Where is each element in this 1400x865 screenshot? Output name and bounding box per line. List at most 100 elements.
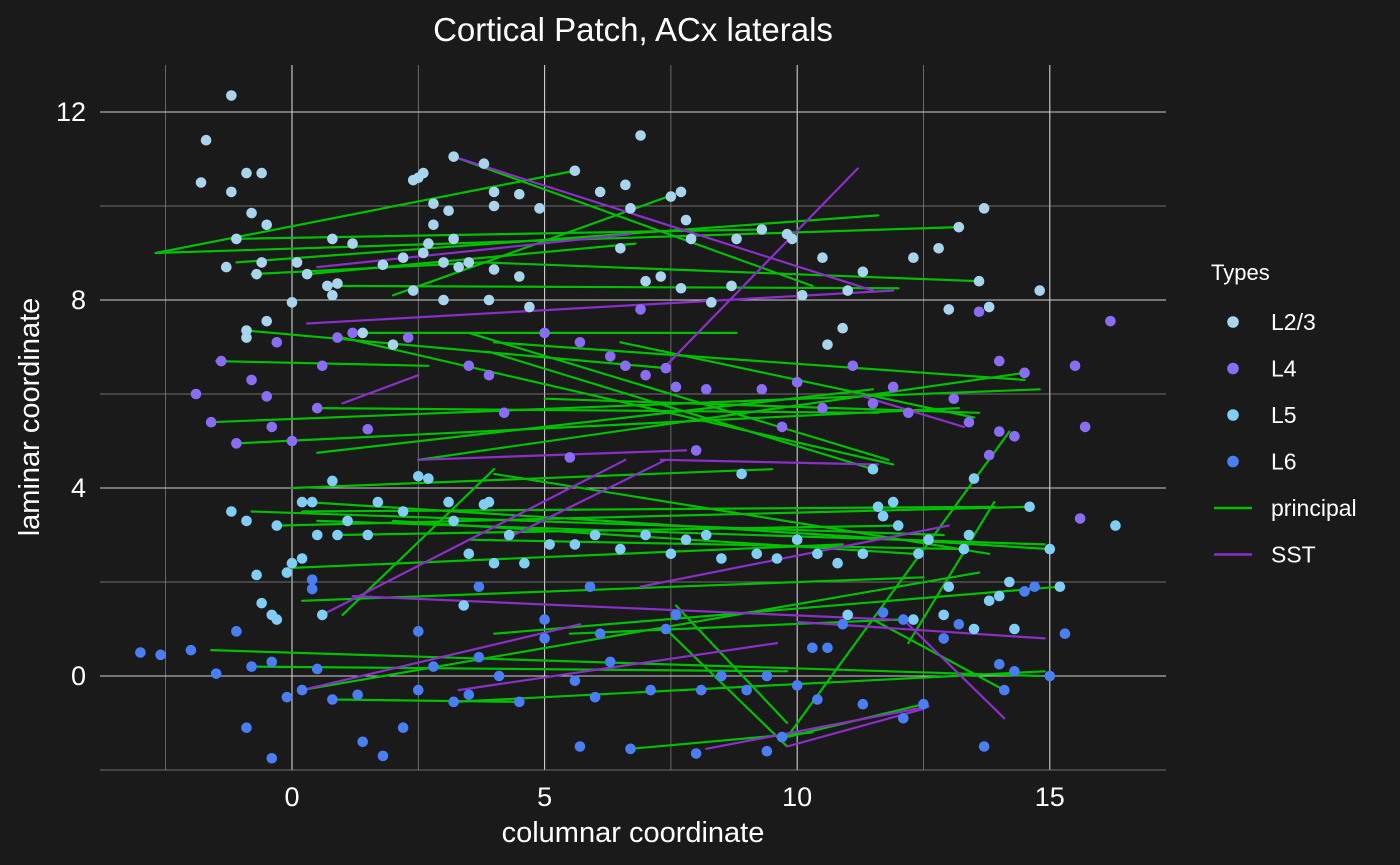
point-l2-3	[620, 179, 631, 191]
point-l5	[993, 590, 1005, 602]
point-l5	[716, 553, 727, 564]
data-points	[135, 90, 1121, 764]
point-l4	[190, 388, 202, 400]
point-l2-3	[438, 294, 449, 306]
point-l6	[690, 748, 702, 759]
point-l2-3	[407, 285, 419, 296]
point-l4	[498, 407, 510, 419]
y-tick-label: 8	[71, 285, 86, 315]
principal-connection	[492, 585, 1062, 635]
point-l6	[266, 752, 278, 764]
point-l6	[311, 663, 323, 675]
point-l6	[377, 750, 389, 762]
principal-connection	[482, 261, 981, 283]
point-l2-3	[251, 268, 262, 280]
point-l2-3	[1034, 285, 1045, 296]
legend-key-l4	[1227, 362, 1239, 375]
point-l4	[311, 402, 323, 414]
principal-connection	[250, 510, 945, 537]
point-l5	[968, 473, 980, 484]
point-l6	[185, 644, 197, 656]
point-l2-3	[261, 315, 273, 327]
point-l5	[423, 473, 434, 484]
point-l5	[1110, 520, 1121, 531]
point-l4	[286, 435, 298, 447]
point-l4	[604, 351, 616, 362]
point-l2-3	[226, 186, 237, 198]
point-l6	[357, 736, 369, 748]
point-l2-3	[438, 257, 449, 268]
point-l2-3	[200, 134, 212, 146]
point-l2-3	[261, 219, 273, 231]
point-l2-3	[675, 282, 687, 294]
point-l6	[397, 722, 409, 733]
x-tick-label: 0	[284, 782, 299, 812]
sst-connection	[664, 167, 859, 367]
point-l6	[569, 675, 581, 686]
point-l6	[412, 626, 424, 637]
point-l4	[993, 426, 1005, 437]
principal-connection	[154, 226, 960, 255]
point-l2-3	[524, 301, 535, 313]
point-l6	[584, 581, 596, 592]
point-l2-3	[246, 207, 257, 219]
point-l5	[251, 569, 262, 581]
point-l6	[857, 698, 869, 710]
point-l5	[226, 506, 237, 517]
point-l2-3	[418, 247, 429, 259]
sst-connection	[503, 458, 667, 541]
point-l2-3	[453, 261, 465, 273]
point-l5	[615, 543, 626, 555]
point-l5	[1044, 543, 1056, 555]
point-l4	[660, 362, 672, 374]
principal-connection	[300, 576, 925, 602]
point-l4	[948, 393, 960, 405]
point-l6	[306, 583, 318, 595]
point-l5	[362, 529, 374, 541]
point-l6	[1029, 581, 1040, 592]
point-l5	[1024, 501, 1035, 513]
point-l4	[867, 398, 879, 409]
point-l4	[205, 416, 217, 428]
point-l6	[953, 619, 965, 630]
point-l6	[761, 670, 773, 682]
point-l5	[342, 515, 353, 527]
point-l4	[332, 332, 343, 343]
point-l2-3	[514, 188, 525, 200]
point-l5	[857, 548, 869, 560]
principal-connection	[235, 407, 960, 445]
point-l6	[281, 691, 293, 703]
point-l6	[645, 684, 656, 696]
point-l2-3	[327, 233, 338, 245]
point-l2-3	[837, 322, 848, 334]
principal-connection	[290, 468, 774, 490]
point-l2-3	[685, 233, 697, 245]
point-l6	[918, 698, 929, 710]
sst-connection	[300, 623, 582, 692]
point-l2-3	[796, 290, 808, 301]
point-l5	[842, 609, 854, 621]
point-l5	[306, 496, 318, 508]
point-l5	[680, 534, 692, 545]
point-l5	[412, 470, 424, 482]
point-l4	[266, 421, 278, 433]
point-l6	[993, 658, 1005, 670]
point-l5	[397, 506, 409, 517]
point-l6	[1019, 586, 1030, 597]
point-l6	[231, 626, 242, 637]
point-l4	[756, 384, 768, 395]
legend: Types L2/3 L4 L5 L6 principal SST	[1211, 260, 1357, 568]
y-tick-label: 0	[71, 661, 86, 691]
point-l4	[564, 452, 576, 463]
point-l6	[791, 680, 803, 691]
point-l2-3	[680, 214, 692, 226]
point-l4	[1069, 360, 1081, 372]
point-l2-3	[488, 264, 500, 275]
point-l5	[1004, 576, 1015, 588]
point-l2-3	[483, 294, 495, 306]
legend-label-l4: L4	[1271, 356, 1297, 382]
principal-connection	[326, 284, 900, 290]
point-l6	[155, 649, 166, 661]
principal-connection	[492, 341, 1026, 381]
